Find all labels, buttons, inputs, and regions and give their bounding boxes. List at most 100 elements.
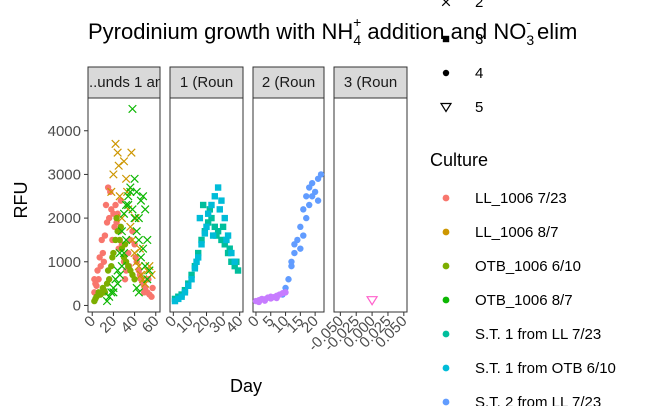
culture-legend-label: LL_1006 7/23 <box>475 190 567 207</box>
data-point <box>117 197 125 204</box>
culture-legend-key <box>442 228 450 236</box>
data-point <box>115 270 124 280</box>
data-point <box>105 276 113 283</box>
data-point <box>297 245 304 252</box>
culture-legend-key <box>442 296 450 304</box>
title-sup-plus: + <box>353 14 361 30</box>
data-point <box>132 283 141 293</box>
data-point <box>267 295 274 302</box>
data-point <box>107 288 116 297</box>
facet-strip-label: 1 (Roun <box>180 74 233 91</box>
data-point <box>124 200 133 210</box>
data-point <box>231 258 238 265</box>
data-point <box>116 236 123 244</box>
data-point <box>181 289 189 296</box>
data-point <box>96 291 103 298</box>
data-point <box>98 236 105 244</box>
data-point <box>126 183 135 192</box>
shape-legend-key <box>441 0 451 7</box>
data-point <box>214 184 222 191</box>
data-point <box>117 223 125 231</box>
data-point <box>119 157 129 166</box>
data-point <box>209 232 217 239</box>
facet-points <box>366 296 379 306</box>
y-tick-label: 1000 <box>48 254 81 271</box>
y-axis: 0 1000 2000 3000 4000 <box>48 123 88 314</box>
data-point <box>136 271 144 279</box>
data-point <box>219 223 227 231</box>
x-tick-label: 0 <box>81 313 99 331</box>
data-point <box>317 171 325 178</box>
data-point <box>288 258 295 265</box>
data-point <box>140 261 150 271</box>
data-point <box>140 279 150 288</box>
title-sub-3: 3 <box>526 32 534 48</box>
data-point <box>300 232 307 239</box>
data-point <box>92 295 99 303</box>
data-point <box>208 201 215 209</box>
data-point <box>291 249 298 257</box>
data-point <box>145 276 152 283</box>
title-sub-4: 4 <box>353 32 361 48</box>
facet-points <box>91 104 156 306</box>
data-point <box>113 279 122 288</box>
culture-legend-title: Culture <box>430 150 488 170</box>
shape-legend: 2 3 4 5 <box>439 0 483 116</box>
data-point <box>131 276 138 283</box>
culture-legend-label: LL_1006 8/7 <box>475 224 558 241</box>
data-point <box>201 230 209 237</box>
data-point <box>129 228 136 235</box>
data-point <box>117 261 127 271</box>
data-point <box>291 241 298 248</box>
data-point <box>134 235 144 245</box>
culture-legend-key <box>442 364 450 372</box>
data-point <box>121 276 129 283</box>
data-point <box>366 296 379 306</box>
data-point <box>282 289 289 296</box>
data-point <box>134 213 144 223</box>
culture-legend-label: S.T. 1 from LL 7/23 <box>475 326 601 343</box>
data-point <box>104 267 112 274</box>
y-axis-label: RFU <box>11 182 31 219</box>
data-point <box>199 201 207 209</box>
data-point <box>195 249 202 257</box>
shape-legend-label: 2 <box>475 0 483 11</box>
data-point <box>261 297 269 304</box>
data-point <box>138 192 148 201</box>
data-point <box>149 284 156 292</box>
x-tick-label: 0 <box>245 313 263 331</box>
data-point <box>221 214 228 222</box>
data-point <box>94 267 101 274</box>
data-point <box>117 226 127 236</box>
data-point <box>115 192 124 201</box>
data-point <box>143 275 152 284</box>
data-point <box>102 201 110 209</box>
chart-title: Pyrodinium growth with NH4+ addition and… <box>88 14 577 48</box>
data-point <box>104 184 112 191</box>
data-point <box>134 288 144 297</box>
data-point <box>213 232 220 239</box>
data-point <box>171 297 179 305</box>
data-point <box>121 241 129 248</box>
data-point <box>193 258 200 265</box>
x-tick-label: 60 <box>139 313 163 337</box>
data-point <box>221 241 228 248</box>
data-point <box>124 192 133 201</box>
data-point <box>112 201 119 209</box>
data-point <box>218 197 225 204</box>
data-point <box>138 244 148 253</box>
facet-plot-area <box>333 97 408 313</box>
data-point <box>198 241 205 248</box>
data-point <box>148 293 155 300</box>
data-point <box>223 236 230 244</box>
shape-legend-label: 4 <box>475 65 483 82</box>
culture-legend-label: OTB_1006 8/7 <box>475 292 573 309</box>
culture-legend-label: S.T. 2 from LL 7/23 <box>475 394 601 406</box>
data-point <box>308 193 316 200</box>
data-point <box>117 213 127 223</box>
title-sup-minus: - <box>526 14 531 30</box>
